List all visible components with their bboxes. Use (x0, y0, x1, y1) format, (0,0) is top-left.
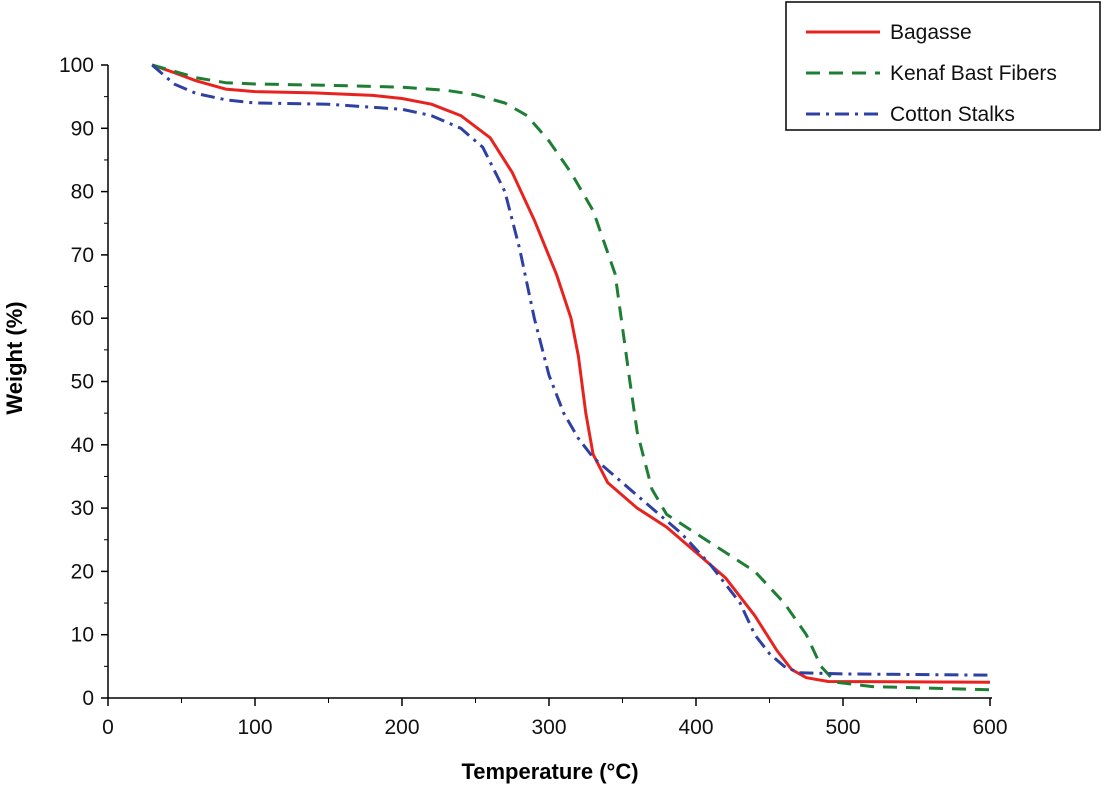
x-tick-label: 400 (678, 716, 713, 739)
series-line-bagasse (151, 63, 991, 684)
y-tick-label: 50 (71, 371, 94, 394)
legend-box (785, 1, 1101, 131)
x-tick-label: 300 (531, 716, 566, 739)
y-tick-label: 90 (71, 117, 94, 140)
legend-label: Cotton Stalks (890, 103, 1015, 126)
x-tick-label: 500 (825, 716, 860, 739)
x-axis-title: Temperature (°C) (461, 759, 638, 784)
y-tick-label: 40 (71, 434, 94, 457)
y-tick-label: 20 (71, 560, 94, 583)
y-tick-label: 30 (71, 497, 94, 520)
y-tick-label: 10 (71, 624, 94, 647)
x-tick-label: 200 (384, 716, 419, 739)
y-tick-label: 80 (71, 181, 94, 204)
legend: Bagasse Kenaf Bast Fibers Cotton Stalks (785, 1, 1101, 131)
series-lines (151, 63, 991, 692)
x-tick-label: 100 (237, 716, 272, 739)
y-axis-title: Weight (%) (2, 301, 27, 414)
x-tick-label: 600 (972, 716, 1007, 739)
legend-label: Bagasse (890, 21, 972, 44)
x-tick-label: 0 (102, 716, 114, 739)
y-tick-label: 60 (71, 307, 94, 330)
axes: 0 10 20 30 40 50 60 70 80 90 100 0 100 200 300 400 500 60… (59, 54, 1008, 739)
y-tick-label: 0 (82, 687, 94, 710)
y-tick-label: 70 (71, 244, 94, 267)
series-line-cotton-stalks (151, 63, 991, 677)
legend-label: Kenaf Bast Fibers (890, 62, 1057, 85)
y-tick-label: 100 (59, 54, 94, 77)
series-line-kenaf-bast-fibers (151, 63, 991, 692)
